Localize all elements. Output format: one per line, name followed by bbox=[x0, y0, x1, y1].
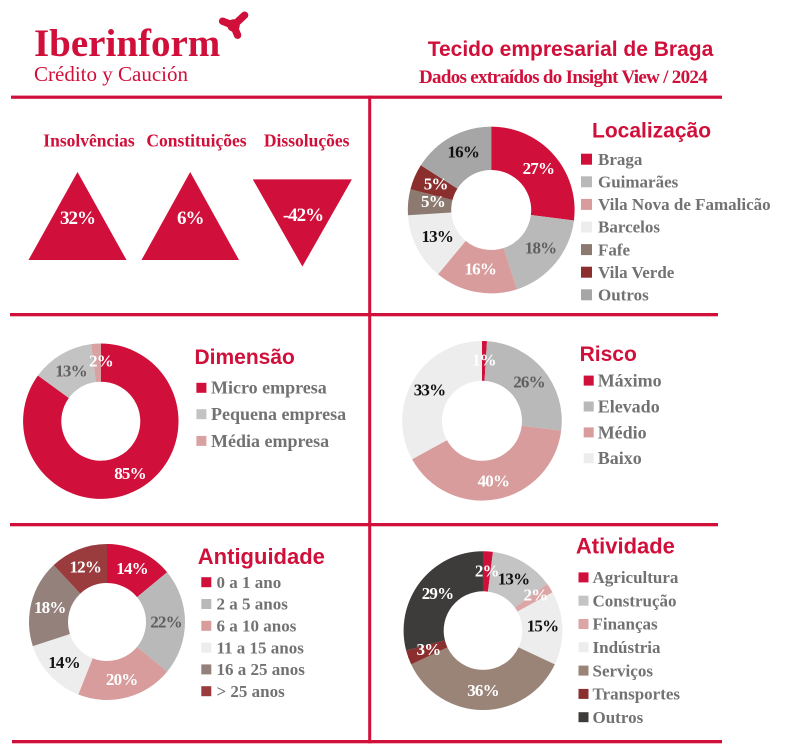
svg-text:Fafe: Fafe bbox=[598, 240, 631, 259]
svg-text:Constituições: Constituições bbox=[146, 130, 246, 150]
svg-text:Máximo: Máximo bbox=[598, 371, 662, 391]
svg-text:14%: 14% bbox=[48, 653, 80, 672]
svg-text:5%: 5% bbox=[424, 175, 448, 194]
svg-text:Baixo: Baixo bbox=[598, 448, 642, 468]
svg-text:6 a 10 anos: 6 a 10 anos bbox=[217, 617, 297, 636]
svg-text:6%: 6% bbox=[177, 208, 204, 229]
svg-text:Média empresa: Média empresa bbox=[211, 431, 329, 451]
svg-text:Finanças: Finanças bbox=[593, 615, 659, 634]
svg-text:Crédito y Caución: Crédito y Caución bbox=[34, 62, 188, 86]
svg-text:5%: 5% bbox=[421, 192, 445, 211]
svg-text:33%: 33% bbox=[414, 380, 446, 399]
svg-text:85%: 85% bbox=[114, 464, 146, 483]
svg-text:Indústria: Indústria bbox=[593, 638, 662, 657]
svg-text:Iberinform: Iberinform bbox=[34, 22, 220, 65]
svg-text:Risco: Risco bbox=[580, 343, 637, 366]
svg-text:Transportes: Transportes bbox=[593, 685, 681, 704]
svg-text:> 25 anos: > 25 anos bbox=[217, 682, 286, 701]
svg-text:15%: 15% bbox=[527, 617, 559, 636]
svg-text:22%: 22% bbox=[150, 613, 182, 632]
svg-text:29%: 29% bbox=[422, 584, 454, 603]
svg-text:Médio: Médio bbox=[598, 422, 647, 442]
svg-text:Insolvências: Insolvências bbox=[43, 130, 135, 150]
svg-text:18%: 18% bbox=[525, 238, 557, 257]
svg-text:Pequena empresa: Pequena empresa bbox=[211, 404, 346, 424]
svg-text:0 a 1 ano: 0 a 1 ano bbox=[217, 573, 282, 592]
svg-text:40%: 40% bbox=[478, 471, 510, 490]
svg-text:3%: 3% bbox=[417, 640, 441, 659]
svg-text:1%: 1% bbox=[472, 351, 496, 370]
svg-text:36%: 36% bbox=[467, 681, 499, 700]
svg-text:Braga: Braga bbox=[598, 150, 643, 169]
svg-text:Agricultura: Agricultura bbox=[593, 568, 679, 587]
svg-text:11 a 15 anos: 11 a 15 anos bbox=[217, 638, 305, 657]
svg-text:13%: 13% bbox=[421, 227, 453, 246]
svg-text:Outros: Outros bbox=[593, 708, 644, 727]
svg-text:13%: 13% bbox=[498, 570, 530, 589]
svg-text:Vila Verde: Vila Verde bbox=[598, 263, 675, 282]
svg-text:Serviços: Serviços bbox=[593, 661, 654, 680]
svg-text:20%: 20% bbox=[106, 670, 138, 689]
svg-text:Construção: Construção bbox=[593, 591, 677, 610]
svg-text:27%: 27% bbox=[523, 159, 555, 178]
svg-text:13%: 13% bbox=[55, 361, 87, 380]
svg-text:Tecido empresarial de Braga: Tecido empresarial de Braga bbox=[428, 38, 714, 61]
svg-text:18%: 18% bbox=[34, 598, 66, 617]
svg-text:Atividade: Atividade bbox=[576, 534, 675, 559]
svg-text:Dados extraídos do Insight Vie: Dados extraídos do Insight View / 2024 bbox=[419, 67, 708, 88]
svg-text:2 a 5 anos: 2 a 5 anos bbox=[217, 595, 289, 614]
svg-text:12%: 12% bbox=[69, 558, 101, 577]
svg-text:Dimensão: Dimensão bbox=[195, 346, 295, 369]
svg-text:Guimarães: Guimarães bbox=[598, 173, 679, 192]
svg-text:32%: 32% bbox=[60, 208, 95, 229]
svg-text:Micro empresa: Micro empresa bbox=[211, 378, 327, 398]
svg-text:Elevado: Elevado bbox=[598, 396, 660, 416]
svg-text:Outros: Outros bbox=[598, 286, 649, 305]
svg-text:Dissoluções: Dissoluções bbox=[264, 130, 350, 150]
svg-text:16%: 16% bbox=[464, 259, 496, 278]
svg-text:Barcelos: Barcelos bbox=[598, 218, 660, 237]
svg-text:2%: 2% bbox=[475, 561, 499, 580]
svg-text:-42%: -42% bbox=[283, 205, 323, 226]
svg-text:2%: 2% bbox=[89, 352, 113, 371]
svg-text:16 a 25 anos: 16 a 25 anos bbox=[217, 660, 306, 679]
svg-text:Localização: Localização bbox=[592, 120, 711, 143]
svg-text:14%: 14% bbox=[116, 559, 148, 578]
svg-text:2%: 2% bbox=[524, 585, 548, 604]
svg-text:Vila Nova de Famalicão: Vila Nova de Famalicão bbox=[598, 195, 771, 214]
svg-text:Antiguidade: Antiguidade bbox=[198, 544, 325, 569]
svg-text:26%: 26% bbox=[513, 373, 545, 392]
svg-text:16%: 16% bbox=[447, 143, 479, 162]
